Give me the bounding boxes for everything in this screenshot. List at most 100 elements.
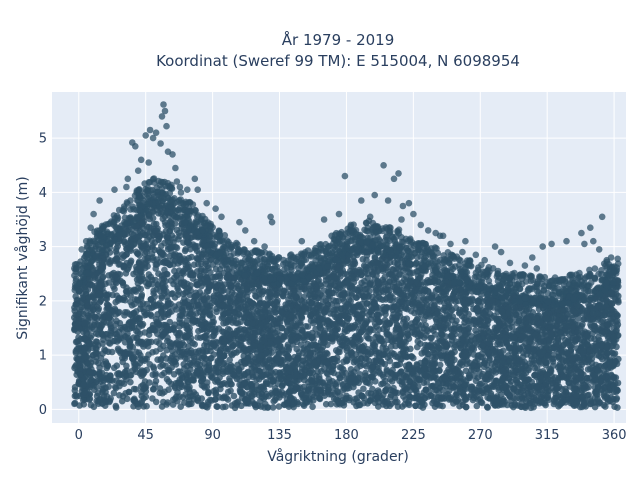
data-point — [386, 320, 393, 328]
data-point — [363, 363, 370, 370]
data-point — [611, 339, 618, 347]
data-point — [133, 348, 140, 356]
data-point — [173, 355, 180, 363]
data-point — [251, 363, 259, 371]
data-point — [350, 383, 357, 391]
data-point — [195, 327, 202, 335]
data-point — [219, 403, 227, 411]
data-point — [210, 318, 217, 326]
data-point — [327, 400, 335, 408]
data-point — [359, 255, 367, 263]
data-point — [436, 402, 444, 409]
data-point — [105, 383, 112, 391]
data-point — [300, 400, 307, 408]
data-point — [121, 370, 129, 377]
data-point — [442, 315, 449, 323]
data-point — [171, 294, 179, 301]
data-point — [171, 321, 178, 329]
data-point — [459, 401, 467, 409]
data-point — [122, 270, 130, 277]
data-point — [344, 278, 352, 286]
data-point — [99, 273, 107, 281]
data-point — [108, 348, 116, 356]
data-point — [155, 270, 162, 278]
data-point — [204, 404, 211, 411]
data-point — [237, 318, 245, 326]
data-point — [401, 401, 409, 408]
data-point — [382, 310, 389, 318]
data-point — [100, 336, 107, 344]
data-point — [359, 393, 366, 400]
data-point — [378, 380, 385, 388]
data-point — [400, 282, 408, 289]
data-point — [531, 365, 539, 372]
data-point — [462, 395, 469, 403]
data-point — [173, 244, 181, 252]
data-point — [414, 343, 421, 351]
data-point — [387, 391, 395, 399]
data-point — [484, 404, 492, 411]
data-point — [342, 394, 350, 402]
data-point — [184, 265, 191, 272]
data-point — [198, 354, 206, 362]
data-point — [454, 297, 462, 305]
data-point — [158, 294, 165, 302]
data-point — [114, 370, 121, 378]
data-point — [134, 329, 142, 336]
chart-title-line1: År 1979 - 2019 — [282, 30, 395, 49]
data-point — [195, 347, 203, 355]
data-point — [402, 323, 409, 331]
data-point — [71, 304, 78, 312]
data-point — [264, 301, 271, 309]
data-point — [488, 314, 496, 321]
data-point — [133, 334, 140, 342]
data-point — [106, 258, 113, 266]
data-point — [558, 333, 566, 340]
data-point — [360, 385, 367, 393]
data-point — [212, 265, 220, 273]
data-point — [138, 293, 145, 300]
data-point — [269, 378, 277, 385]
data-point — [172, 361, 180, 368]
data-point — [97, 354, 105, 362]
data-point — [164, 311, 172, 319]
data-point — [136, 251, 143, 259]
data-point — [165, 368, 173, 375]
data-point — [423, 326, 431, 333]
data-point — [353, 294, 360, 302]
data-point — [436, 367, 443, 374]
data-point — [236, 291, 243, 298]
data-point — [126, 261, 133, 269]
data-point — [336, 364, 344, 371]
data-point — [137, 301, 144, 308]
data-point — [473, 402, 481, 410]
data-point — [75, 337, 82, 345]
data-point — [150, 363, 157, 371]
data-point — [319, 298, 327, 306]
data-point — [71, 392, 79, 400]
data-point — [153, 261, 161, 268]
data-point — [418, 322, 425, 329]
data-point — [265, 332, 273, 340]
data-point — [219, 394, 226, 402]
data-point — [397, 355, 404, 363]
data-point — [111, 285, 118, 293]
data-point — [451, 348, 459, 356]
data-point — [213, 403, 220, 410]
data-point — [172, 250, 179, 258]
data-point — [380, 373, 387, 381]
data-point — [310, 319, 317, 327]
data-point — [143, 402, 150, 410]
data-point — [322, 400, 330, 408]
data-point — [160, 275, 168, 283]
data-point — [137, 285, 145, 293]
data-point — [82, 287, 89, 294]
data-point — [194, 281, 201, 289]
data-point — [151, 381, 159, 389]
data-point — [408, 287, 415, 295]
data-points — [71, 101, 622, 412]
data-point — [453, 317, 460, 325]
data-point — [268, 389, 276, 397]
data-point — [115, 347, 122, 354]
